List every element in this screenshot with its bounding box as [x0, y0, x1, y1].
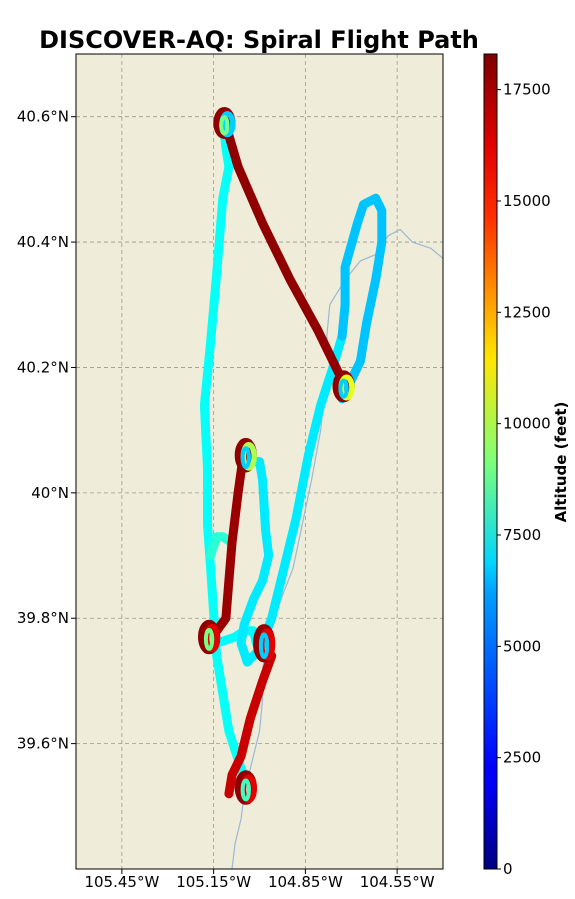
colorbar-tick-label: 0 — [503, 860, 513, 878]
spiral-loop — [240, 446, 252, 470]
x-tick-label: 105.15°W — [176, 873, 251, 891]
y-tick-label: 40°N — [31, 484, 69, 502]
flight-track-segment — [224, 651, 277, 799]
colorbar — [483, 53, 498, 870]
spiral-loop — [338, 378, 349, 399]
y-tick-label: 40.4°N — [17, 233, 69, 251]
x-tick-label: 104.85°W — [268, 873, 343, 891]
spiral-loop — [258, 632, 270, 660]
y-axis-ticks: 39.6°N 39.8°N 40°N 40.2°N 40.4°N 40.6°N — [17, 108, 76, 753]
flight-track-segment — [337, 193, 387, 404]
colorbar-tick-label: 12500 — [503, 303, 551, 321]
spiral-loop — [240, 778, 252, 802]
y-tick-label: 40.6°N — [17, 108, 69, 126]
colorbar-ticks: 0 2500 5000 7500 10000 12500 15000 17500 — [497, 81, 551, 878]
colorbar-label: Altitude (feet) — [552, 402, 570, 523]
spiral-markers — [198, 107, 355, 805]
y-tick-label: 39.6°N — [17, 735, 69, 753]
spiral-loop — [203, 628, 215, 651]
colorbar-tick-label: 10000 — [503, 415, 551, 433]
colorbar-tick-label: 15000 — [503, 192, 551, 210]
x-tick-label: 104.55°W — [360, 873, 435, 891]
y-tick-label: 39.8°N — [17, 609, 69, 627]
flight-track — [199, 112, 387, 799]
flight-track-segment — [224, 131, 344, 379]
y-tick-label: 40.2°N — [17, 358, 69, 376]
flight-track-segment — [206, 532, 237, 560]
map-title: DISCOVER-AQ: Spiral Flight Path — [39, 26, 479, 54]
flight-track-segment — [199, 112, 252, 786]
colorbar-tick-label: 5000 — [503, 637, 541, 655]
spiral-loop — [219, 115, 230, 136]
map-frame — [75, 53, 444, 870]
x-axis-ticks: 105.45°W 105.15°W 104.85°W 104.55°W — [84, 869, 435, 891]
colorbar-tick-label: 7500 — [503, 526, 541, 544]
colorbar-tick-label: 2500 — [503, 749, 541, 767]
flight-track-segment — [212, 444, 249, 636]
x-tick-label: 105.45°W — [84, 873, 159, 891]
colorbar-tick-label: 17500 — [503, 81, 551, 99]
flight-track-segment — [236, 331, 347, 667]
